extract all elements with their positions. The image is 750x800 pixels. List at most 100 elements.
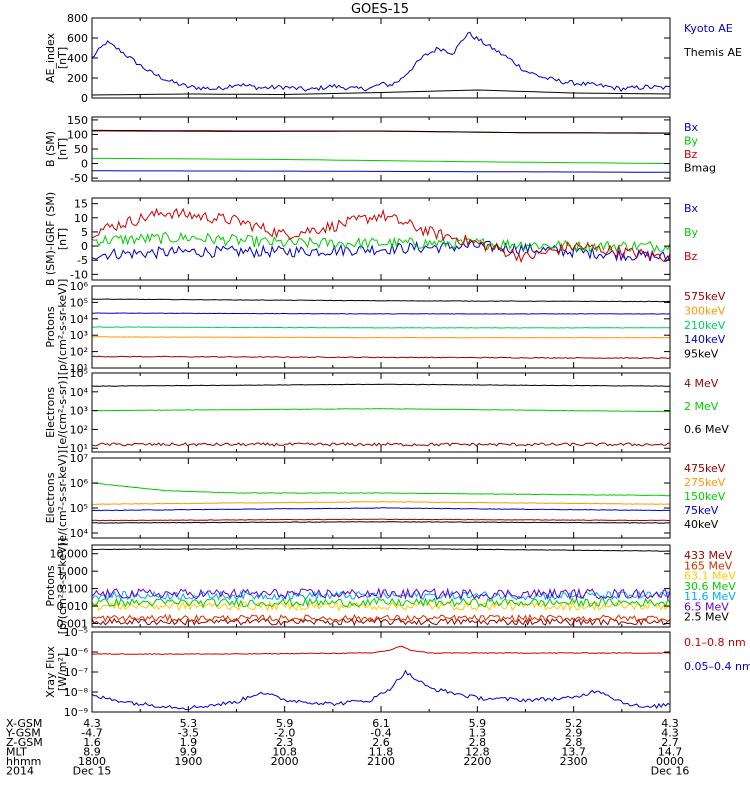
y-tick-label: 50	[74, 143, 88, 156]
y-tick-label: 10⁴	[70, 386, 89, 399]
axis-value: 5.3	[180, 717, 198, 730]
y-tick-label: 800	[67, 12, 88, 25]
axis-value: 0000	[656, 755, 684, 768]
y-tick-label: 10³	[70, 405, 88, 418]
y-tick-label: 0.100	[57, 583, 89, 596]
y-tick-label: 10⁵	[70, 502, 88, 515]
y-axis-label: [p/(cm²-s-sr-keV)]	[56, 279, 69, 376]
axis-value: 1800	[78, 755, 106, 768]
y-tick-label: -10	[70, 268, 88, 281]
axis-value: -0.4	[370, 727, 391, 740]
panel-1: 0 200 400 600 800 AE_index [nT] Kyoto AE Themis …	[44, 12, 742, 105]
series-kyoto-ae-line	[92, 31, 670, 93]
series-165-mev-line	[92, 613, 670, 623]
legend-bz: Bz	[684, 250, 698, 263]
series-150kev-line	[92, 482, 670, 497]
axis-value: 1.9	[180, 736, 198, 749]
y-tick-label: 10¹	[70, 442, 88, 455]
panel-frame	[91, 631, 671, 713]
axis-value: 4.3	[661, 727, 679, 740]
y-tick-label: 100	[67, 128, 88, 141]
series-95kev-line	[92, 298, 670, 303]
y-tick-label: 10	[74, 212, 88, 225]
series-300kev-line	[92, 336, 670, 339]
y-tick-label: 400	[67, 52, 88, 65]
y-tick-label: 10⁻⁸	[64, 686, 89, 699]
legend-275kev: 275keV	[684, 476, 726, 489]
axis-row-label-x-gsm: X-GSM	[6, 717, 42, 730]
y-tick-label: 10¹	[70, 362, 88, 375]
y-axis-label: B (SM)	[44, 131, 57, 167]
y-tick-label: 10⁴	[70, 527, 89, 540]
y-tick-label: 5	[81, 226, 88, 239]
bottom-axis-table: X-GSMY-GSMZ-GSMMLThhmm20144.3-4.71.68.91…	[5, 717, 689, 778]
axis-value: 10.8	[272, 746, 297, 759]
panel-6: 10⁴ 10⁵ 10⁶ 10⁷ Electrons [e/(cm²-s-sr-keV)] 4…	[44, 450, 726, 546]
series-30-6-mev-line	[92, 596, 670, 608]
y-tick-label: 10⁻⁵	[64, 626, 88, 639]
series-6-5-mev-line	[92, 587, 670, 601]
series-bmag-line	[92, 129, 670, 134]
legend-11-6-mev: 11.6 MeV	[684, 590, 736, 603]
y-axis-label: Electrons	[44, 387, 57, 438]
axis-value: 14.7	[658, 746, 683, 759]
axis-value: 2200	[463, 755, 491, 768]
panel-frame	[91, 17, 671, 99]
axis-value: 2100	[367, 755, 395, 768]
series-0-05-0-4-nm-line	[92, 669, 670, 711]
y-tick-label: 0	[81, 240, 88, 253]
y-axis-label: B (SM)-IGRF (SM)	[44, 192, 57, 286]
legend-575kev: 575keV	[684, 290, 726, 303]
legend-bx: Bx	[684, 121, 699, 134]
axis-row-label-hhmm: hhmm	[6, 755, 41, 768]
series-75kev-line	[92, 507, 670, 512]
y-axis-label: [nT]	[56, 138, 69, 160]
axis-value: 1.6	[83, 736, 101, 749]
legend-by: By	[684, 226, 699, 239]
panel-frame	[91, 544, 671, 628]
axis-value: 8.9	[83, 746, 101, 759]
axis-value: 5.2	[565, 717, 583, 730]
y-axis-label: AE_index	[44, 32, 57, 83]
y-tick-label: 10⁶	[70, 280, 89, 293]
axis-value: -4.7	[81, 727, 102, 740]
legend-75kev: 75keV	[684, 504, 719, 517]
legend-210kev: 210keV	[684, 319, 726, 332]
panel-7: 0.001 0.010 0.100 1.000 10.000 Protons [p/(cm²…	[44, 538, 736, 635]
y-axis-label: [e/(cm²-s-sr)]	[56, 376, 69, 449]
y-axis-label: [e/(cm²-s-sr-keV)]	[56, 450, 69, 546]
legend-6-5-mev: 6.5 MeV	[684, 600, 729, 613]
axis-value: Dec 16	[651, 765, 690, 778]
legend-0-6-mev: 0.6 MeV	[684, 423, 729, 436]
axis-value: -3.5	[178, 727, 199, 740]
axis-value: 5.9	[469, 717, 487, 730]
legend-300kev: 300keV	[684, 304, 726, 317]
y-axis-label: Electrons	[44, 472, 57, 523]
axis-value: Dec 15	[73, 765, 112, 778]
legend-2-5-mev: 2.5 MeV	[684, 611, 729, 624]
y-tick-label: 10⁴	[70, 313, 89, 326]
series-210kev-line	[92, 326, 670, 329]
legend-bx: Bx	[684, 202, 699, 215]
y-axis-label: [W/m²]	[56, 653, 69, 691]
series-0-6-mev-line	[92, 383, 670, 387]
axis-row-label-2014: 2014	[6, 765, 34, 778]
legend-4-mev: 4 MeV	[684, 377, 719, 390]
y-tick-label: 0.010	[57, 600, 89, 613]
series-bx-line	[92, 240, 670, 262]
y-tick-label: 0	[81, 158, 88, 171]
legend-0-05-0-4-nm: 0.05–0.4 nm	[684, 660, 750, 673]
series-475kev-line	[92, 518, 670, 522]
axis-value: 4.3	[661, 717, 679, 730]
legend-30-6-mev: 30.6 MeV	[684, 580, 736, 593]
y-tick-label: 15	[74, 198, 88, 211]
legend-63-1-mev: 63.1 MeV	[684, 570, 736, 583]
y-tick-label: -5	[77, 254, 88, 267]
legend-165-mev: 165 MeV	[684, 559, 733, 572]
legend-themis-ae: Themis AE	[683, 46, 742, 59]
panel-frame	[91, 457, 671, 539]
axis-value: 1.3	[469, 727, 487, 740]
axis-value: 12.8	[465, 746, 490, 759]
